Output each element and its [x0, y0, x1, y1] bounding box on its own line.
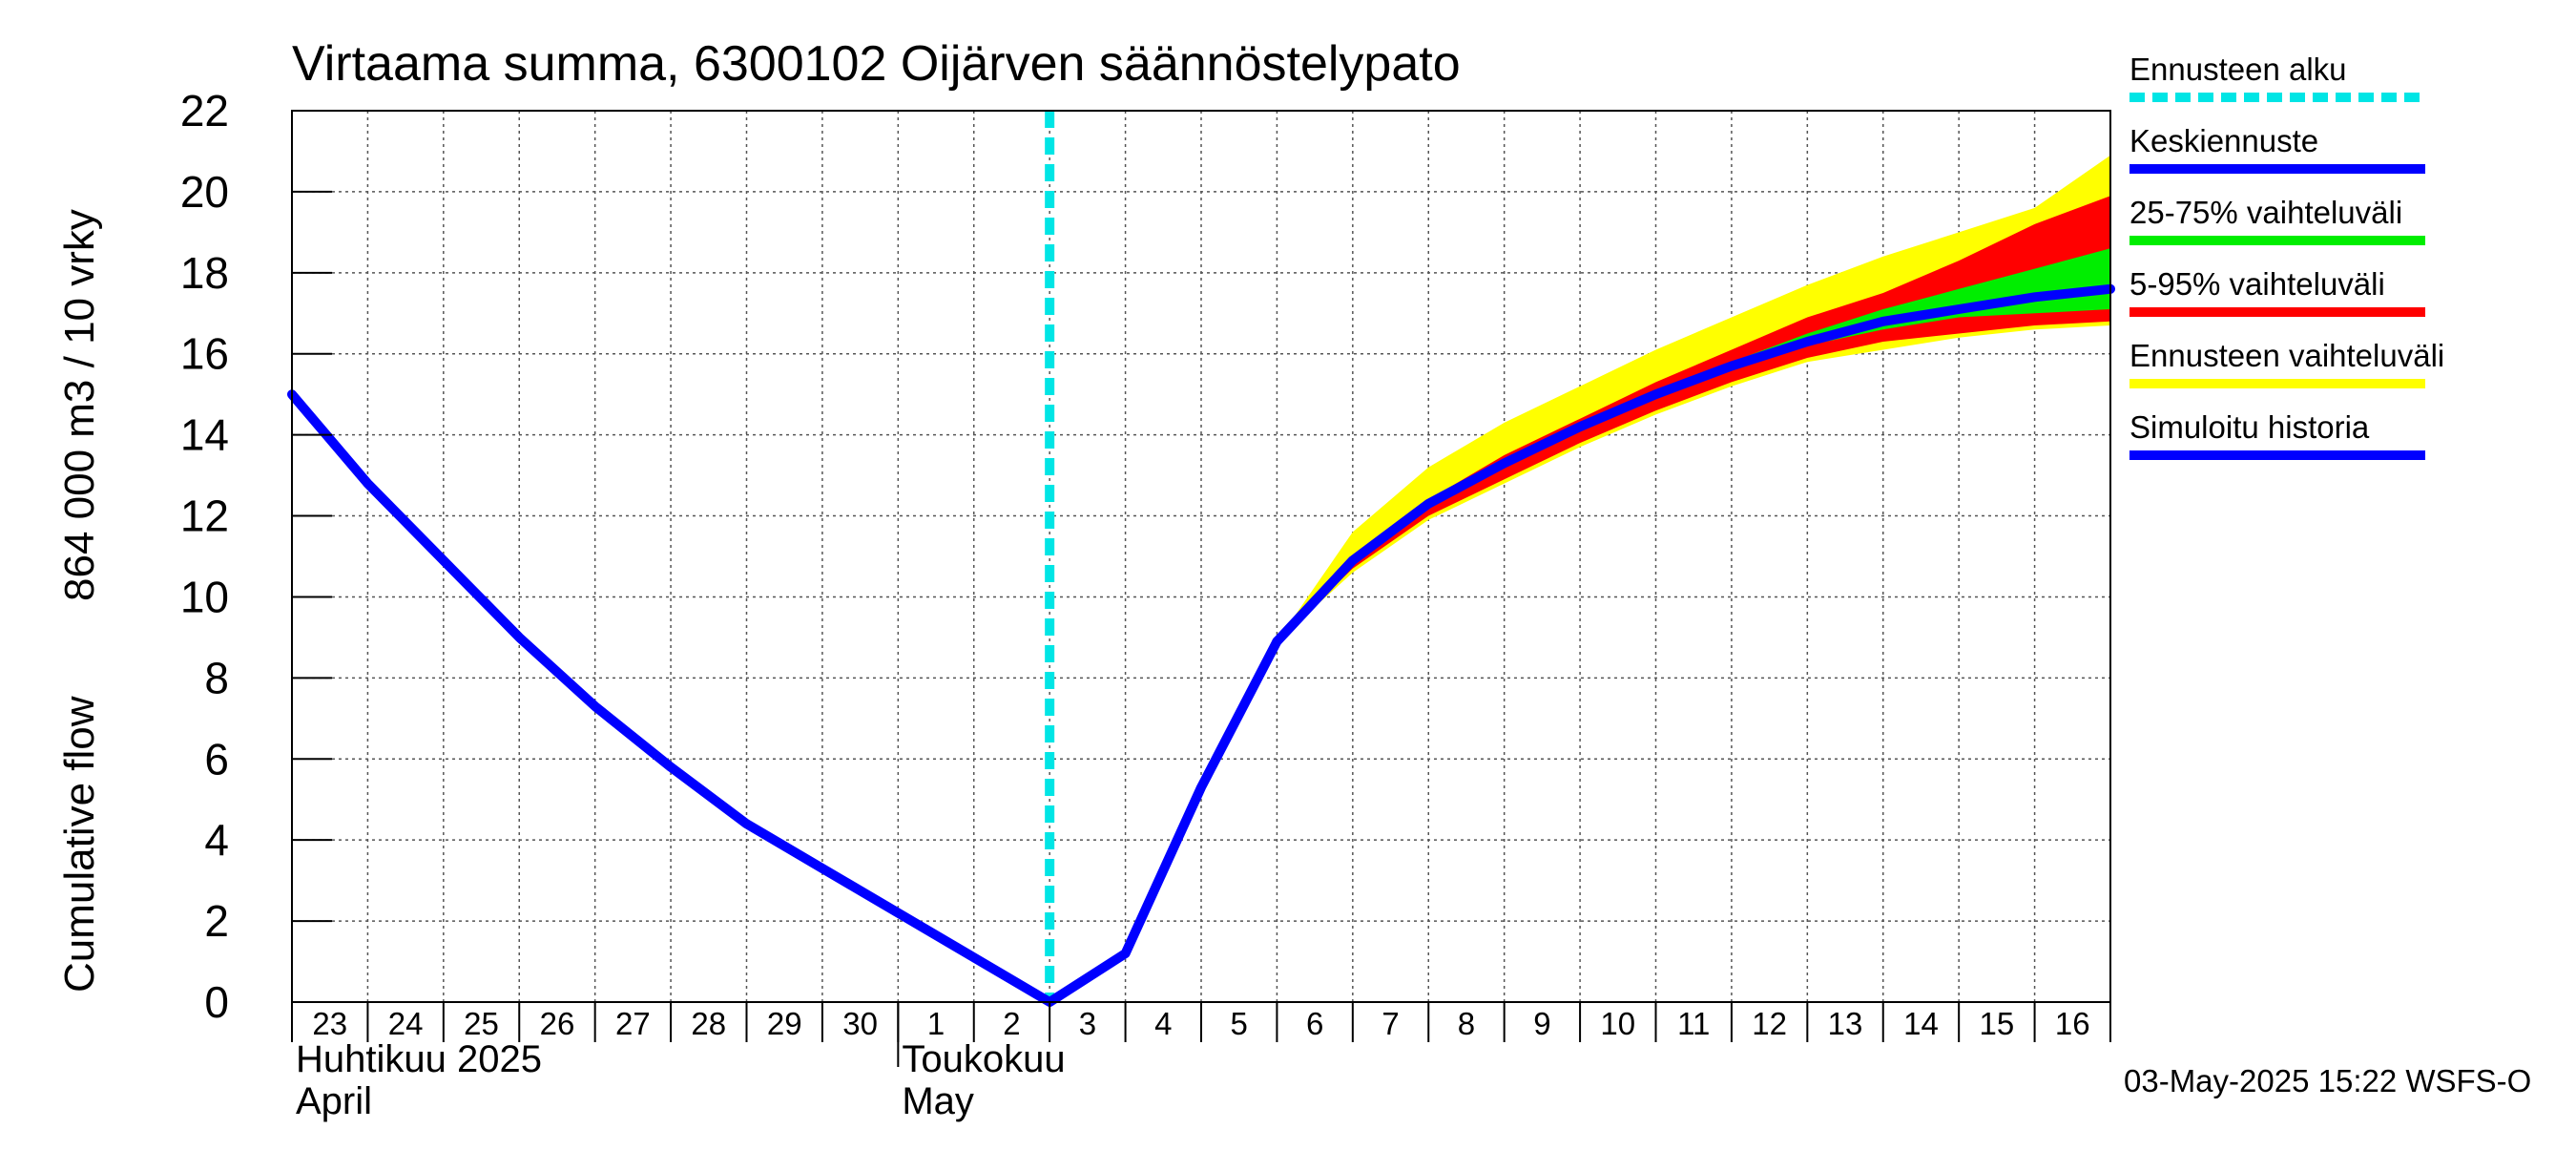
legend-label-0: Ennusteen alku	[2129, 52, 2347, 87]
y-tick-label-9: 18	[180, 248, 229, 298]
plot-frame	[291, 110, 2111, 1067]
y-tick-labels: 0 2 4 6 8 10 12 14 16 18 20 22	[180, 86, 229, 1027]
y-tick-label-3: 6	[204, 734, 229, 784]
y-axis-label-fi-group: 864 000 m3 / 10 vrky	[56, 209, 103, 601]
band-0	[1277, 155, 2110, 642]
x-tick-label-2: 25	[464, 1006, 499, 1041]
legend-label-3: 5-95% vaihteluväli	[2129, 266, 2385, 302]
legend: Ennusteen alku Keskiennuste 25-75% vaihtel…	[2129, 52, 2444, 460]
x-tick-label-19: 12	[1752, 1006, 1787, 1041]
x-tick-label-16: 9	[1533, 1006, 1550, 1041]
y-tick-label-10: 20	[180, 167, 229, 217]
month-label-en-1: May	[902, 1080, 974, 1122]
grid	[291, 110, 2111, 1003]
x-tick-label-13: 6	[1306, 1006, 1323, 1041]
y-tick-label-5: 10	[180, 572, 229, 621]
y-axis-label-en: Cumulative flow	[56, 696, 103, 993]
y-axis-label-en-group: Cumulative flow	[56, 696, 103, 993]
series-line-1	[1272, 283, 2115, 647]
legend-label-1: Keskiennuste	[2129, 123, 2318, 158]
y-tick-label-8: 16	[180, 329, 229, 379]
x-tick-labels: 23 24 25 26 27 28 29 30 1 2 3 4 5 6 7 8 9 10 11 12 13 14 15 16	[312, 1006, 2089, 1041]
x-tick-label-7: 30	[842, 1006, 878, 1041]
x-tick-label-5: 28	[691, 1006, 726, 1041]
x-tick-label-14: 7	[1381, 1006, 1399, 1041]
y-tick-label-1: 2	[204, 896, 229, 946]
series-lines	[287, 283, 2115, 1007]
x-tick-label-18: 11	[1677, 1006, 1710, 1041]
y-axis-label-fi: 864 000 m3 / 10 vrky	[56, 209, 103, 601]
x-tick-label-0: 23	[312, 1006, 347, 1041]
forecast-bands	[1277, 155, 2110, 642]
month-label-fi-0: Huhtikuu 2025	[296, 1038, 542, 1080]
x-tick-label-22: 15	[1980, 1006, 2015, 1041]
x-tick-label-8: 1	[927, 1006, 945, 1041]
x-tick-label-3: 26	[540, 1006, 575, 1041]
legend-label-5: Simuloitu historia	[2129, 409, 2370, 445]
x-tick-label-1: 24	[388, 1006, 424, 1041]
x-tick-label-6: 29	[767, 1006, 802, 1041]
x-tick-label-20: 13	[1828, 1006, 1863, 1041]
legend-label-2: 25-75% vaihteluväli	[2129, 195, 2402, 230]
y-tick-label-6: 12	[180, 491, 229, 541]
x-tick-label-17: 10	[1600, 1006, 1635, 1041]
x-tick-label-4: 27	[615, 1006, 651, 1041]
x-tick-label-12: 5	[1231, 1006, 1248, 1041]
x-tick-label-15: 8	[1458, 1006, 1475, 1041]
band-2	[1277, 248, 2110, 642]
y-tick-label-2: 4	[204, 815, 229, 865]
series-line-0	[287, 389, 1282, 1007]
legend-label-4: Ennusteen vaihteluväli	[2129, 338, 2444, 373]
month-label-fi-1: Toukokuu	[902, 1038, 1065, 1080]
y-tick-label-4: 8	[204, 653, 229, 702]
y-tick-label-11: 22	[180, 86, 229, 136]
x-tick-label-11: 4	[1154, 1006, 1172, 1041]
y-tick-label-7: 14	[180, 410, 229, 460]
x-tick-label-21: 14	[1903, 1006, 1939, 1041]
y-tick-label-0: 0	[204, 977, 229, 1027]
chart-title: Virtaama summa, 6300102 Oijärven säännös…	[292, 36, 1461, 92]
month-label-en-0: April	[296, 1080, 372, 1122]
x-tick-label-23: 16	[2055, 1006, 2090, 1041]
footer-timestamp: 03-May-2025 15:22 WSFS-O	[2124, 1063, 2531, 1098]
x-tick-label-9: 2	[1003, 1006, 1020, 1041]
x-tick-label-10: 3	[1079, 1006, 1096, 1041]
